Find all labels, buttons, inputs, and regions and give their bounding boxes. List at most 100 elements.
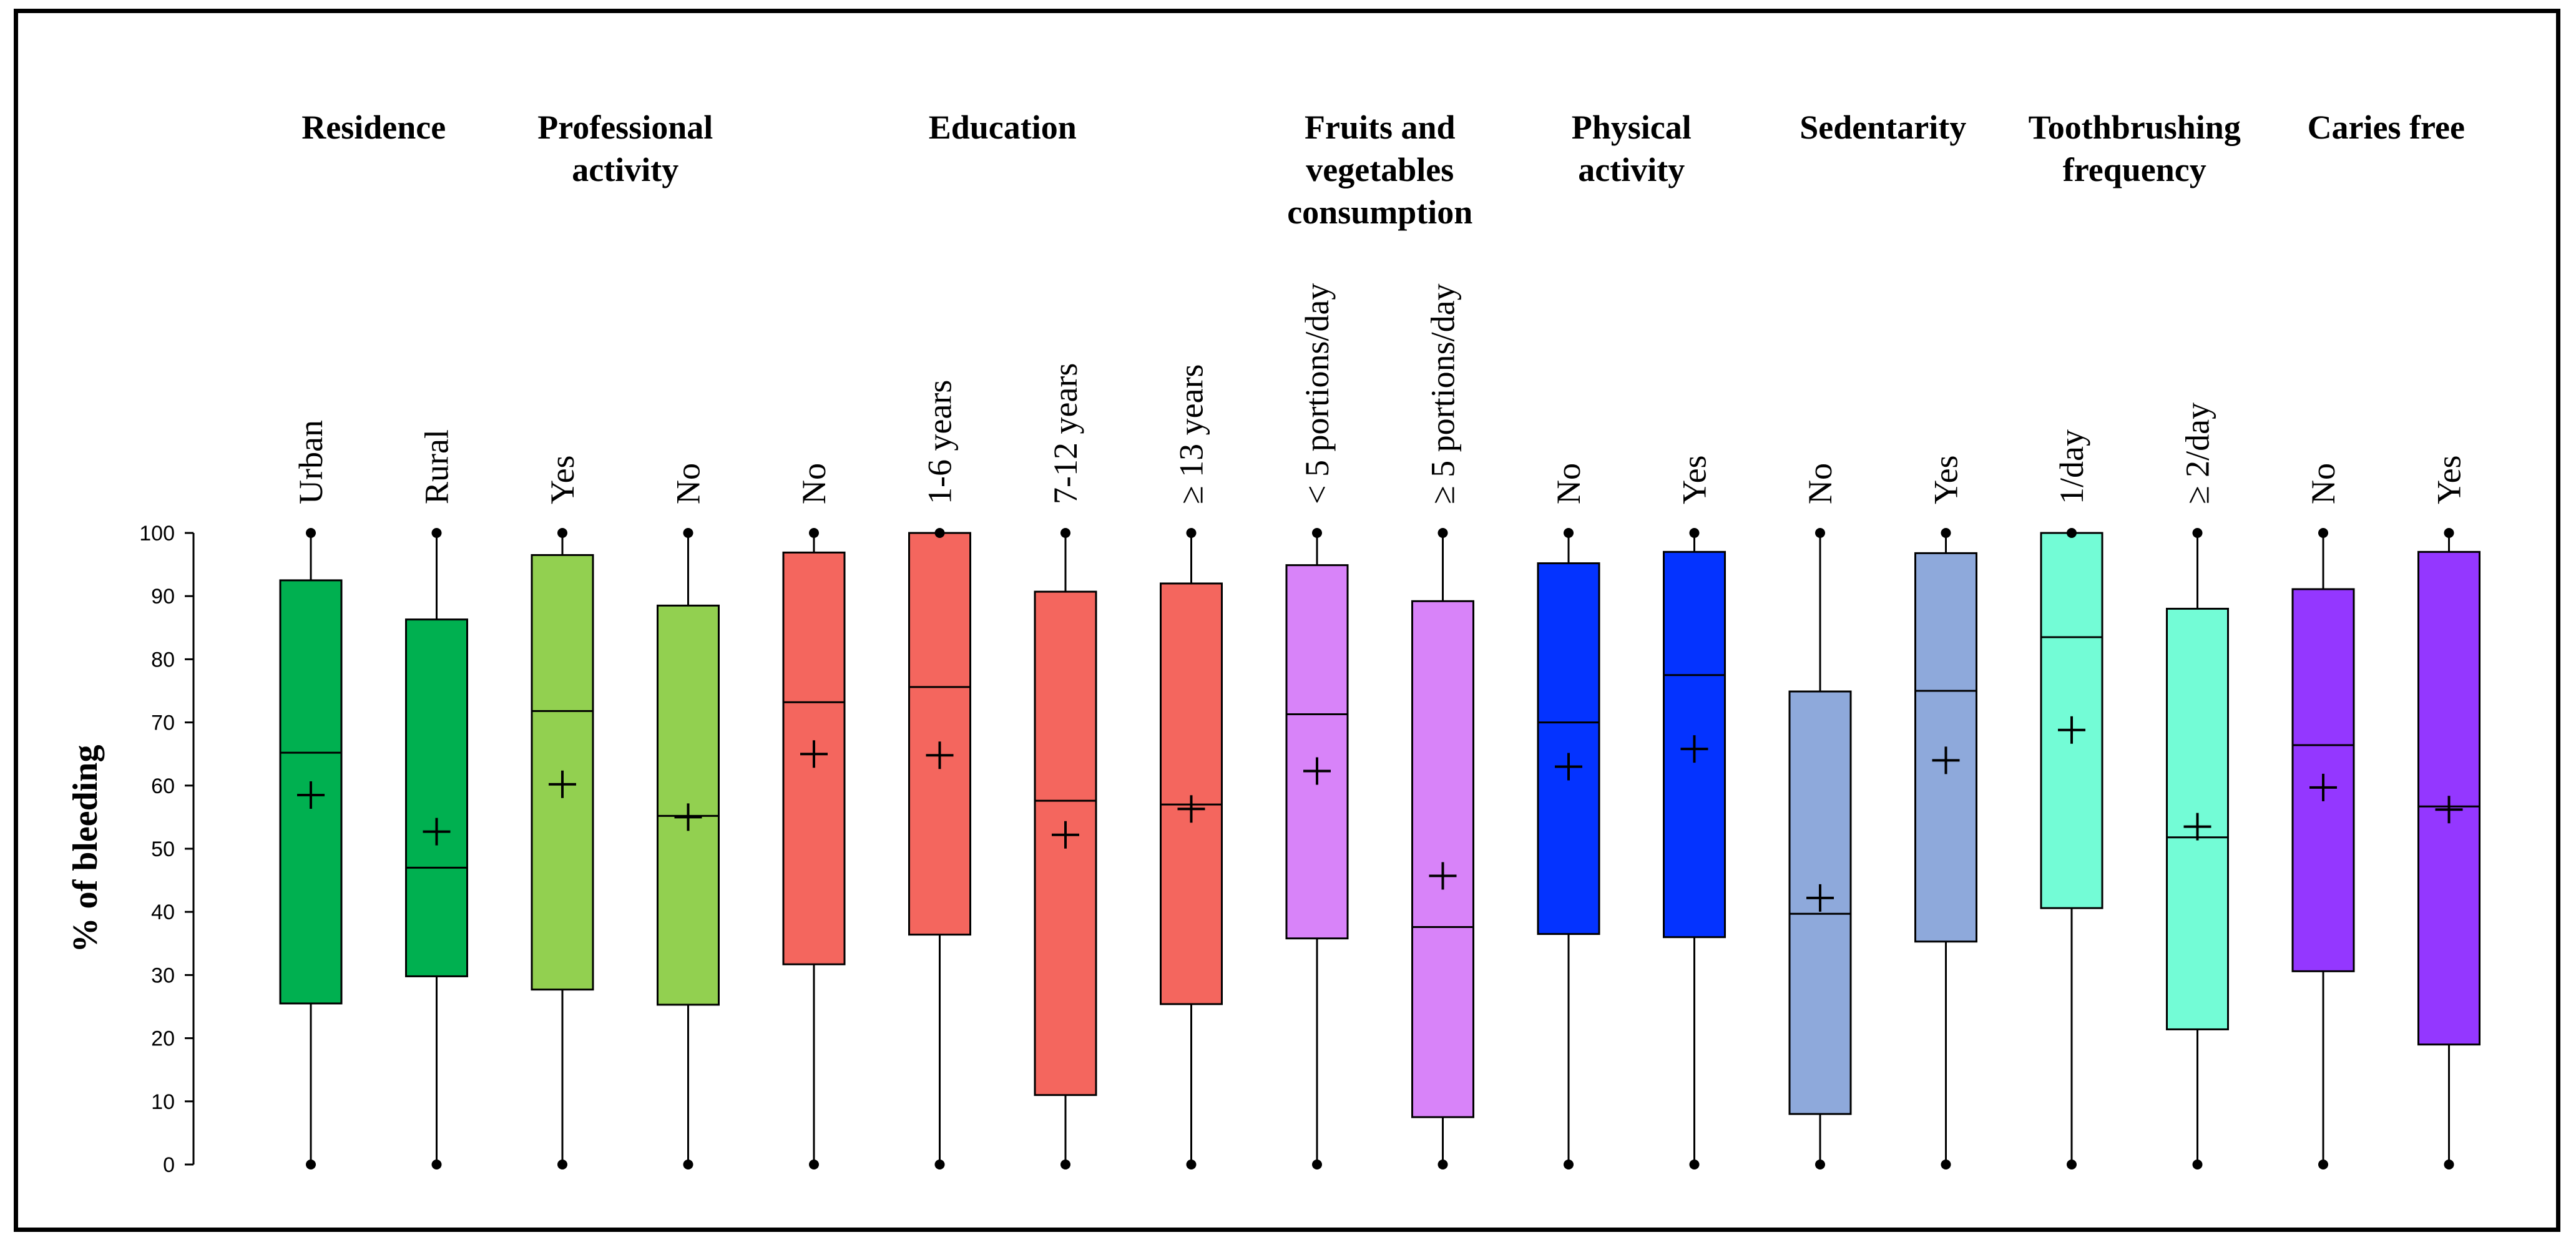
min-marker bbox=[1941, 1160, 1951, 1169]
box-No bbox=[657, 528, 720, 1169]
mean-marker bbox=[297, 781, 325, 809]
box-iqr bbox=[531, 554, 594, 991]
category-label: No bbox=[2304, 463, 2342, 504]
mean-marker bbox=[1680, 735, 1708, 763]
category-labels: Urban Rural Yes No No 1-6 years 7-12 years ≥ 13… bbox=[292, 283, 2468, 504]
min-marker bbox=[557, 1160, 567, 1169]
group-title: consumption bbox=[1287, 193, 1472, 231]
box-No bbox=[1788, 528, 1852, 1169]
group-title: Fruits and bbox=[1305, 109, 1456, 146]
mean-marker bbox=[2183, 813, 2211, 841]
mean-marker bbox=[549, 770, 576, 798]
mean-marker bbox=[1555, 753, 1582, 781]
group-title: activity bbox=[572, 151, 678, 188]
category-label: No bbox=[1550, 463, 1587, 504]
max-marker bbox=[1941, 528, 1951, 538]
box-≥ 13 years bbox=[1160, 528, 1223, 1169]
category-label: 1/day bbox=[2053, 429, 2090, 504]
y-tick-label: 40 bbox=[151, 901, 175, 924]
max-marker bbox=[2318, 528, 2328, 538]
min-marker bbox=[1186, 1160, 1197, 1169]
max-marker bbox=[1815, 528, 1825, 538]
mean-marker bbox=[800, 740, 828, 768]
max-marker bbox=[809, 528, 819, 538]
y-tick-label: 100 bbox=[139, 522, 175, 545]
category-label: 7-12 years bbox=[1047, 363, 1084, 504]
min-marker bbox=[1689, 1160, 1700, 1169]
min-marker bbox=[2444, 1160, 2454, 1169]
box-No bbox=[1537, 528, 1600, 1169]
min-marker bbox=[431, 1160, 442, 1169]
group-title: Sedentarity bbox=[1800, 109, 1966, 146]
y-tick-label: 50 bbox=[151, 837, 175, 861]
max-marker bbox=[2192, 528, 2203, 538]
mean-marker bbox=[2058, 716, 2085, 744]
min-marker bbox=[934, 1160, 945, 1169]
max-marker bbox=[683, 528, 693, 538]
y-tick-label: 10 bbox=[151, 1090, 175, 1114]
max-marker bbox=[2067, 528, 2077, 538]
box-iqr bbox=[1160, 582, 1223, 1005]
category-label: Urban bbox=[292, 420, 330, 504]
box-< 5 portions/day bbox=[1285, 528, 1349, 1169]
category-label: 1-6 years bbox=[921, 380, 959, 504]
box-iqr bbox=[1411, 600, 1474, 1118]
min-marker bbox=[809, 1160, 819, 1169]
min-marker bbox=[1564, 1160, 1574, 1169]
group-title: activity bbox=[1578, 151, 1685, 188]
min-marker bbox=[2067, 1160, 2077, 1169]
mean-marker bbox=[1177, 795, 1205, 823]
min-marker bbox=[2318, 1160, 2328, 1169]
group-title: vegetables bbox=[1306, 151, 1454, 188]
mean-marker bbox=[1429, 862, 1457, 890]
mean-marker bbox=[1806, 884, 1834, 912]
box-1-6 years bbox=[908, 528, 971, 1169]
group-title: frequency bbox=[2063, 151, 2206, 188]
y-tick-label: 20 bbox=[151, 1027, 175, 1051]
box-Rural bbox=[405, 528, 468, 1169]
y-axis-title: % of bleeding bbox=[66, 745, 105, 953]
category-label: Yes bbox=[2431, 455, 2468, 504]
min-marker bbox=[1060, 1160, 1070, 1169]
mean-marker bbox=[674, 803, 702, 831]
box-≥ 2/day bbox=[2166, 528, 2229, 1169]
y-tick-label: 80 bbox=[151, 648, 175, 671]
box-Urban bbox=[279, 528, 343, 1169]
mean-marker bbox=[1303, 757, 1331, 785]
mean-marker bbox=[926, 741, 954, 769]
box-≥ 5 portions/day bbox=[1411, 528, 1474, 1169]
min-marker bbox=[1312, 1160, 1322, 1169]
max-marker bbox=[1437, 528, 1448, 538]
box-iqr bbox=[908, 532, 971, 936]
y-tick-label: 30 bbox=[151, 964, 175, 987]
box-iqr bbox=[405, 618, 468, 977]
max-marker bbox=[1312, 528, 1322, 538]
box-1/day bbox=[2040, 528, 2103, 1169]
y-axis: 0 10 20 30 40 50 60 70 80 90 100 % of bleeding bbox=[66, 522, 195, 1177]
max-marker bbox=[431, 528, 442, 538]
box-No bbox=[782, 528, 846, 1169]
group-title: Professional bbox=[537, 109, 713, 146]
min-marker bbox=[2192, 1160, 2203, 1169]
mean-marker bbox=[423, 818, 451, 846]
mean-marker bbox=[2309, 773, 2337, 801]
category-label: No bbox=[670, 463, 707, 504]
group-title: Residence bbox=[301, 109, 446, 146]
max-marker bbox=[1060, 528, 1070, 538]
box-Yes bbox=[1914, 528, 1977, 1169]
group-title: Education bbox=[929, 109, 1077, 146]
category-label: ≥ 13 years bbox=[1173, 364, 1210, 504]
max-marker bbox=[2444, 528, 2454, 538]
y-tick-label: 60 bbox=[151, 774, 175, 798]
mean-marker bbox=[1932, 746, 1960, 774]
category-label: < 5 portions/day bbox=[1298, 283, 1336, 504]
group-title: Toothbrushing bbox=[2029, 109, 2241, 146]
category-label: No bbox=[795, 463, 833, 504]
max-marker bbox=[1186, 528, 1197, 538]
max-marker bbox=[557, 528, 567, 538]
max-marker bbox=[1564, 528, 1574, 538]
box-7-12 years bbox=[1034, 528, 1097, 1169]
max-marker bbox=[1689, 528, 1700, 538]
box-iqr bbox=[1285, 564, 1349, 940]
y-tick-label: 90 bbox=[151, 585, 175, 608]
